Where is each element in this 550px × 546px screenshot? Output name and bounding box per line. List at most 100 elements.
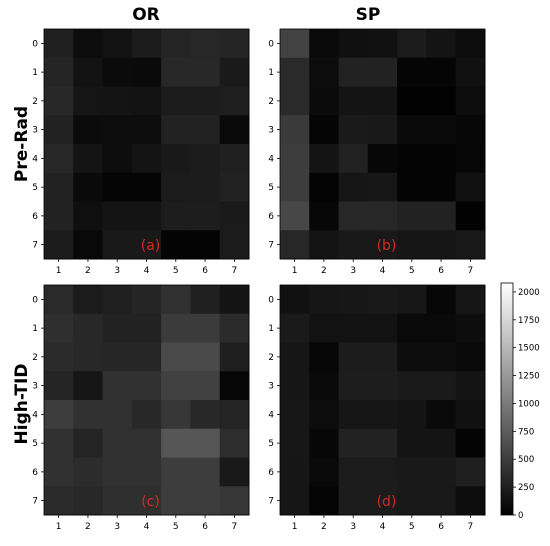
y-tick-label: 1 (268, 68, 274, 78)
heatmap-cell (190, 115, 221, 145)
heatmap-cell (455, 313, 486, 343)
y-tick-label: 7 (32, 241, 38, 251)
y-tick-label: 2 (268, 353, 274, 363)
heatmap-cell (102, 400, 133, 430)
heatmap-cell (73, 371, 104, 401)
y-tick-label: 2 (32, 97, 38, 107)
y-tick-label: 0 (32, 39, 38, 49)
heatmap-cell (131, 57, 162, 87)
x-tick-label: 7 (467, 266, 473, 276)
heatmap-cell (367, 115, 398, 145)
heatmap-cell (161, 201, 191, 231)
y-tick-label: 6 (32, 468, 38, 478)
heatmap-cell (455, 342, 486, 372)
x-tick-label: 7 (231, 266, 237, 276)
heatmap-cell (280, 371, 310, 401)
y-tick-label: 4 (268, 154, 274, 164)
heatmap-cell (309, 144, 340, 174)
heatmap-cell (455, 230, 486, 260)
heatmap-cell (44, 400, 74, 430)
heatmap-cell (367, 29, 398, 59)
heatmap-cell (426, 86, 457, 116)
heatmap-cell (131, 342, 162, 372)
heatmap-cell (309, 428, 340, 458)
heatmap-cell (131, 371, 162, 401)
heatmap-cell (190, 201, 221, 231)
heatmap-cell (131, 285, 162, 315)
y-tick-label: 3 (268, 126, 274, 136)
heatmap-cell (309, 115, 340, 145)
y-tick-label: 2 (268, 97, 274, 107)
column-title-or: OR (132, 5, 160, 25)
heatmap-cell (190, 371, 221, 401)
heatmap-panels: 1 2 3 4 5 6 7 0 1 2 3 4 5 6 7 (a) 1 2 3 4 5 6 7 0 1 2 3 4 5 6 7 (b) 1 2 3 4… (32, 28, 486, 532)
heatmap-cell (161, 313, 191, 343)
colorbar-tick-label: 1500 (518, 344, 540, 354)
heatmap-cell (309, 342, 340, 372)
heatmap-cell (397, 371, 427, 401)
heatmap-cell (161, 144, 191, 174)
heatmap-cell (73, 29, 104, 59)
heatmap-cell (367, 313, 398, 343)
heatmap-cell (455, 201, 486, 231)
y-tick-label: 4 (32, 410, 38, 420)
x-tick-label: 5 (173, 522, 179, 532)
x-tick-label: 1 (292, 266, 298, 276)
y-tick-label: 4 (32, 154, 38, 164)
heatmap-cell (219, 201, 250, 231)
heatmap-cell (190, 400, 221, 430)
heatmap-cell (309, 486, 340, 516)
heatmap-cell (367, 86, 398, 116)
heatmap-cell (102, 115, 133, 145)
heatmap-cell (44, 457, 74, 487)
heatmap-cell (426, 115, 457, 145)
x-tick-label: 3 (114, 522, 120, 532)
heatmap-cell (102, 457, 133, 487)
heatmap-cell (131, 230, 162, 260)
heatmap-cell (455, 457, 486, 487)
heatmap-cell (338, 172, 369, 202)
y-tick-label: 1 (268, 324, 274, 334)
heatmap-cell (73, 400, 104, 430)
heatmap-cell (367, 144, 398, 174)
heatmap-cell (131, 29, 162, 59)
heatmap-cell (131, 428, 162, 458)
heatmap-cell (397, 144, 427, 174)
heatmap-cell (426, 29, 457, 59)
heatmap-cell (102, 29, 133, 59)
heatmap-cell (309, 29, 340, 59)
heatmap-cell (73, 313, 104, 343)
heatmap-cell (161, 285, 191, 315)
heatmap-cell (131, 86, 162, 116)
heatmap-cell (455, 285, 486, 315)
y-tick-label: 0 (32, 295, 38, 305)
heatmap-cell (455, 428, 486, 458)
heatmap-cell (44, 172, 74, 202)
heatmap-cell (338, 285, 369, 315)
heatmap-cell (309, 57, 340, 87)
heatmap-cell (426, 313, 457, 343)
heatmap-cell (44, 86, 74, 116)
heatmap-cell (426, 400, 457, 430)
heatmap-cell (280, 86, 310, 116)
y-tick-label: 5 (268, 439, 274, 449)
heatmap-cell (190, 86, 221, 116)
heatmap-cell (397, 201, 427, 231)
heatmap-cell (102, 144, 133, 174)
colorbar-tick-label: 250 (518, 483, 534, 493)
heatmap-cell (73, 457, 104, 487)
heatmap-cell (367, 457, 398, 487)
x-tick-label: 7 (467, 522, 473, 532)
panel-label: (a) (141, 238, 161, 254)
heatmap-cell (397, 457, 427, 487)
heatmap-cell (309, 201, 340, 231)
panel-label: (c) (141, 494, 160, 510)
heatmap-cell (161, 342, 191, 372)
heatmap-cell (190, 428, 221, 458)
heatmap-cell (219, 29, 250, 59)
heatmap-cell (280, 230, 310, 260)
heatmap-cell (338, 86, 369, 116)
heatmap-cell (397, 313, 427, 343)
x-tick-label: 5 (173, 266, 179, 276)
